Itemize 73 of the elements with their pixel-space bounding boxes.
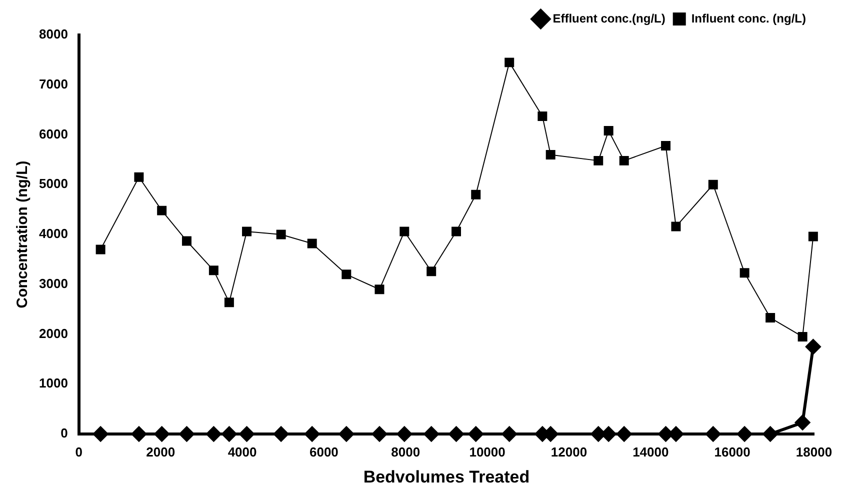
y-tick-label: 3000 <box>39 276 68 291</box>
point <box>619 156 629 166</box>
point <box>546 150 556 160</box>
y-tick-label: 7000 <box>39 76 68 92</box>
point <box>471 190 481 200</box>
point <box>424 426 439 442</box>
point <box>342 270 352 280</box>
point <box>504 58 514 68</box>
point <box>661 140 670 150</box>
point <box>737 426 752 442</box>
legend-label: Influent conc. (ng/L) <box>691 11 806 26</box>
point <box>96 244 106 254</box>
point <box>426 266 436 276</box>
point <box>740 268 750 278</box>
point <box>274 426 289 442</box>
point <box>798 332 808 342</box>
point <box>616 426 632 442</box>
x-tick-label: 16000 <box>714 444 750 460</box>
legend-label: Effluent conc.(ng/L) <box>552 11 666 26</box>
point <box>222 426 237 442</box>
point <box>594 156 604 166</box>
x-tick-label: 4000 <box>228 444 257 460</box>
point <box>304 426 320 442</box>
point <box>307 238 317 248</box>
y-tick-label: 2000 <box>39 326 68 341</box>
point <box>806 339 821 354</box>
point <box>338 426 354 442</box>
point <box>400 226 410 236</box>
x-tick-label: 8000 <box>391 444 420 460</box>
point <box>157 206 167 216</box>
x-tick-label: 2000 <box>146 444 176 460</box>
point <box>154 426 170 442</box>
point <box>224 298 234 308</box>
point <box>93 426 108 442</box>
point <box>448 426 464 442</box>
point <box>468 426 484 442</box>
y-tick-label: 8000 <box>39 26 68 42</box>
point <box>374 284 384 294</box>
y-tick-label: 5000 <box>39 176 68 192</box>
point <box>182 236 192 246</box>
point <box>131 426 146 442</box>
point <box>208 266 218 276</box>
point <box>671 222 681 232</box>
point <box>179 426 194 442</box>
point <box>604 126 614 136</box>
point <box>538 112 548 122</box>
x-tick-label: 0 <box>75 444 83 460</box>
y-tick-label: 0 <box>60 426 68 441</box>
y-tick-label: 6000 <box>39 126 68 142</box>
point <box>242 226 252 236</box>
point <box>766 313 776 323</box>
x-axis-title: Bedvolumes Treated <box>363 467 530 486</box>
point <box>452 226 462 236</box>
x-tick-label: 14000 <box>632 444 669 460</box>
point <box>762 426 778 442</box>
point <box>808 232 818 242</box>
y-tick-label: 4000 <box>39 226 68 242</box>
point <box>372 426 387 442</box>
point <box>134 172 144 182</box>
point <box>795 415 810 430</box>
point <box>239 426 254 442</box>
x-tick-label: 12000 <box>550 444 588 460</box>
y-tick-label: 1000 <box>39 376 68 391</box>
x-tick-label: 10000 <box>469 444 506 460</box>
x-tick-label: 6000 <box>309 444 338 460</box>
point <box>206 426 222 442</box>
point <box>706 426 721 442</box>
y-axis-title: Concentration (ng/L) <box>14 160 32 308</box>
point <box>276 230 286 240</box>
x-tick-label: 18000 <box>796 444 832 460</box>
point <box>396 426 412 442</box>
point <box>708 180 718 190</box>
point <box>502 426 517 442</box>
